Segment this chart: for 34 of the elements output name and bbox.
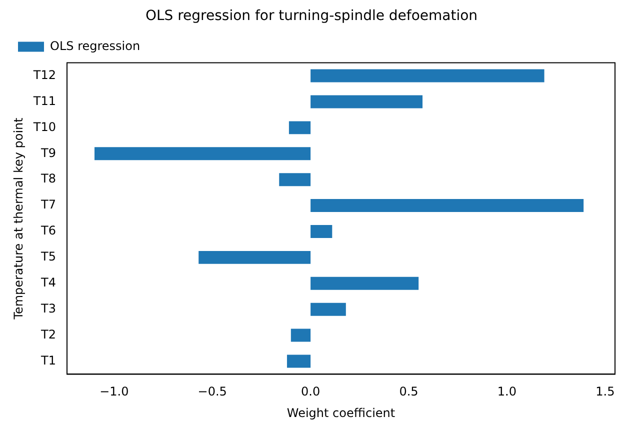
y-tick-label: T8	[40, 172, 56, 186]
x-tick-label: 1.0	[497, 384, 517, 399]
y-tick-label: T10	[32, 120, 56, 134]
bar	[310, 95, 423, 108]
y-tick-label: T4	[40, 276, 56, 290]
y-tick-label: T12	[32, 68, 56, 82]
bar	[198, 250, 311, 264]
bar	[94, 147, 311, 160]
y-tick-label: T6	[40, 224, 56, 238]
x-axis-title: Weight coefficient	[286, 406, 396, 420]
bar	[310, 199, 584, 212]
y-tick-label: T2	[40, 327, 56, 342]
x-tick-label: 0.5	[399, 384, 418, 399]
chart-title: OLS regression for turning-spindle defoemation	[145, 8, 478, 24]
x-tick-label: −0.5	[198, 384, 227, 399]
x-tick-label: 1.5	[596, 384, 615, 399]
y-tick-label: T9	[40, 146, 56, 160]
x-tick-label: −1.0	[100, 384, 129, 399]
bar	[310, 224, 332, 238]
y-tick-label: T5	[40, 250, 56, 264]
bar	[286, 354, 311, 368]
y-tick-label: T3	[40, 301, 56, 316]
bar	[310, 302, 346, 316]
bar	[310, 69, 544, 82]
y-axis-title: Temperature at thermal key point	[11, 117, 26, 320]
bar	[279, 173, 311, 186]
legend-label: OLS regression	[50, 38, 140, 53]
x-tick-label: 0.0	[301, 384, 320, 399]
bar	[310, 276, 419, 290]
bar	[290, 328, 311, 342]
y-tick-label: T1	[40, 353, 56, 368]
y-tick-label: T11	[32, 94, 56, 108]
bar	[288, 121, 311, 134]
y-tick-label: T7	[40, 198, 56, 212]
